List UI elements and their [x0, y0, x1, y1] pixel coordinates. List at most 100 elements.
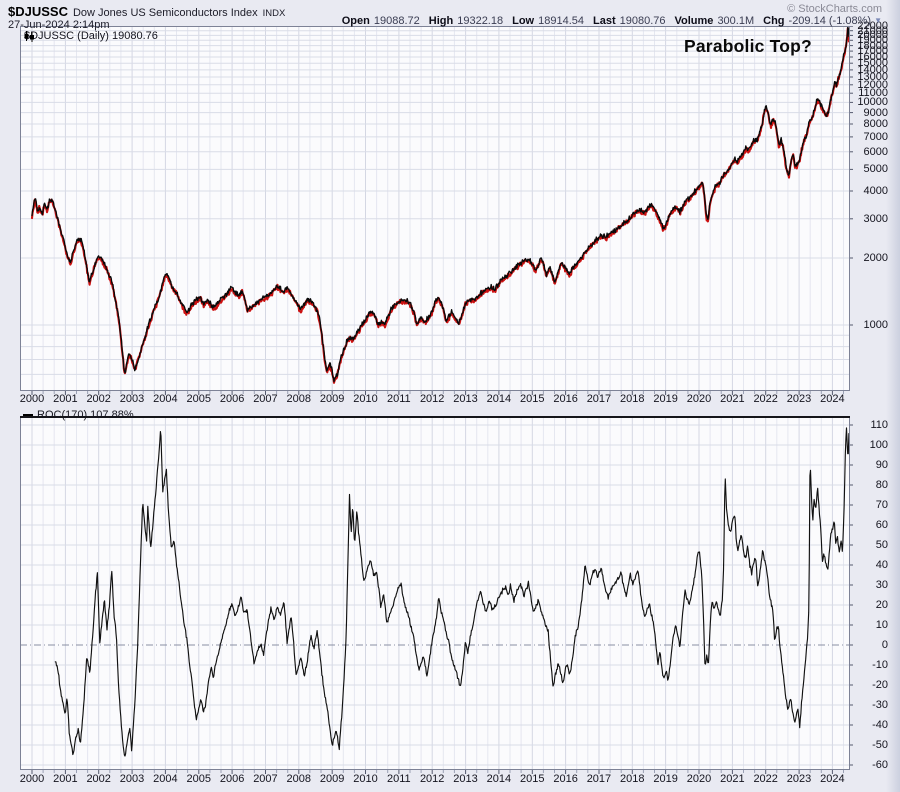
right-edge-gradient: [886, 0, 900, 792]
chg-value: -209.14 (-1.08%): [788, 15, 872, 27]
price-x-axis-label: 2022: [753, 393, 778, 405]
exchange-tag: INDX: [262, 8, 286, 19]
price-y-axis-label: 13000: [857, 71, 888, 84]
price-y-axis-label: 22000: [857, 20, 888, 33]
roc-x-axis-label: 2012: [419, 773, 445, 785]
line-swatch-icon: [23, 414, 33, 416]
price-x-axis-label: 2005: [186, 393, 211, 405]
price-chart-legend: $DJUSSC (Daily) 19080.76: [24, 30, 158, 42]
price-y-axis-label: 3000: [863, 212, 888, 225]
price-y-axis-label: 19000: [857, 34, 888, 47]
roc-x-axis-label: 2008: [286, 773, 312, 785]
open-label: Open: [341, 15, 370, 27]
roc-y-axis-label: 70: [875, 499, 888, 511]
chg-down-arrow-icon[interactable]: ▼: [874, 16, 882, 25]
price-x-axis-label: 2011: [387, 393, 411, 405]
roc-x-axis-label: 2004: [153, 773, 178, 785]
price-x-axis-label: 2016: [553, 393, 578, 405]
price-y-axis-label: 17000: [857, 45, 888, 58]
price-x-axis-label: 2000: [19, 393, 45, 405]
roc-y-axis-label: 100: [869, 439, 888, 451]
low-value: 18914.54: [538, 15, 584, 27]
roc-x-axis-label: 2011: [387, 773, 411, 785]
price-x-axis-label: 2006: [219, 393, 245, 405]
roc-x-axis-label: 2007: [253, 773, 278, 785]
price-x-axis-label: 2010: [353, 393, 378, 405]
price-y-axis-label: 1000: [863, 319, 888, 331]
roc-x-axis-label: 2015: [520, 773, 545, 785]
parabolic-top-annotation: Parabolic Top?: [684, 36, 812, 56]
price-y-axis-label: 21000: [857, 24, 888, 37]
roc-x-axis-label: 2021: [720, 773, 745, 785]
roc-x-axis-label: 2023: [786, 773, 812, 785]
roc-y-axis-label: -20: [872, 679, 888, 691]
price-x-axis-label: 2021: [720, 393, 745, 405]
roc-x-axis-label: 2006: [219, 773, 245, 785]
price-x-axis-label: 2001: [53, 393, 78, 405]
chart-header: $DJUSSC Dow Jones US Semiconductors Index…: [8, 3, 892, 19]
roc-y-axis-label: 80: [875, 479, 888, 491]
copyright: © StockCharts.com: [787, 3, 882, 15]
price-x-axis-label: 2023: [786, 393, 812, 405]
price-x-axis-label: 2002: [86, 393, 111, 405]
volume-label: Volume: [674, 15, 714, 27]
roc-x-axis-label: 2024: [820, 773, 845, 785]
roc-x-axis-label: 2022: [753, 773, 778, 785]
roc-x-axis-label: 2018: [620, 773, 645, 785]
roc-x-axis-label: 2017: [586, 773, 612, 785]
price-y-axis-label: 14000: [857, 63, 888, 76]
last-value: 19080.76: [619, 15, 666, 27]
roc-y-axis-label: 40: [875, 559, 888, 571]
price-y-axis-label: 11000: [858, 87, 888, 100]
price-x-axis-label: 2024: [820, 393, 845, 405]
roc-y-axis-label: 0: [881, 639, 888, 651]
price-x-axis-label: 2007: [253, 393, 278, 405]
roc-y-axis-label: -40: [872, 719, 888, 731]
roc-y-axis-label: 30: [875, 579, 888, 591]
price-x-axis-label: 2015: [520, 393, 545, 405]
price-x-axis-label: 2017: [586, 393, 612, 405]
roc-y-axis-label: 60: [875, 519, 888, 531]
roc-x-axis-label: 2013: [453, 773, 478, 785]
price-y-axis-label: 10000: [857, 96, 888, 109]
roc-x-axis-label: 2005: [186, 773, 211, 785]
roc-y-axis-label: 20: [875, 599, 888, 611]
roc-chart: [20, 416, 853, 774]
price-y-axis-label: 15000: [857, 57, 888, 70]
price-x-axis-label: 2003: [119, 393, 145, 405]
price-legend-text: $DJUSSC (Daily) 19080.76: [24, 30, 158, 42]
index-name: Dow Jones US Semiconductors Index: [72, 7, 258, 19]
roc-y-axis-label: 10: [875, 619, 888, 631]
roc-legend: ROC(170) 107.88%: [23, 409, 134, 421]
roc-x-axis-label: 2009: [319, 773, 345, 785]
price-y-axis-label: 9000: [863, 106, 888, 119]
roc-x-axis-label: 2000: [19, 773, 45, 785]
price-y-axis-label: 2000: [863, 251, 888, 264]
price-y-axis-label: 16000: [857, 50, 888, 63]
roc-y-axis-label: -60: [872, 759, 888, 771]
roc-x-axis-label: 2019: [653, 773, 678, 785]
datetime: 27-Jun-2024 2:14pm: [8, 19, 110, 31]
low-label: Low: [512, 15, 535, 27]
price-y-axis-label: 12000: [857, 78, 888, 91]
price-x-axis-label: 2009: [319, 393, 345, 405]
price-y-axis-label: 6000: [863, 145, 888, 158]
price-x-axis-label: 2013: [453, 393, 478, 405]
price-y-axis-label: 8000: [863, 117, 888, 130]
price-x-axis-label: 2019: [653, 393, 678, 405]
price-y-axis-label: 18000: [857, 39, 888, 52]
roc-x-axis-label: 2001: [53, 773, 78, 785]
roc-x-axis-label: 2002: [86, 773, 111, 785]
price-y-axis-label: 5000: [863, 163, 888, 176]
symbol: $DJUSSC: [8, 4, 68, 19]
price-x-axis-label: 2012: [419, 393, 445, 405]
roc-y-axis-label: -50: [872, 739, 888, 751]
roc-x-axis-label: 2014: [486, 773, 512, 785]
price-x-axis-label: 2020: [686, 393, 712, 405]
price-x-axis-label: 2008: [286, 393, 312, 405]
chg-label: Chg: [763, 15, 785, 27]
price-y-axis-label: 7000: [863, 130, 888, 143]
roc-y-axis-label: -30: [872, 699, 888, 711]
price-chart: [20, 26, 853, 395]
